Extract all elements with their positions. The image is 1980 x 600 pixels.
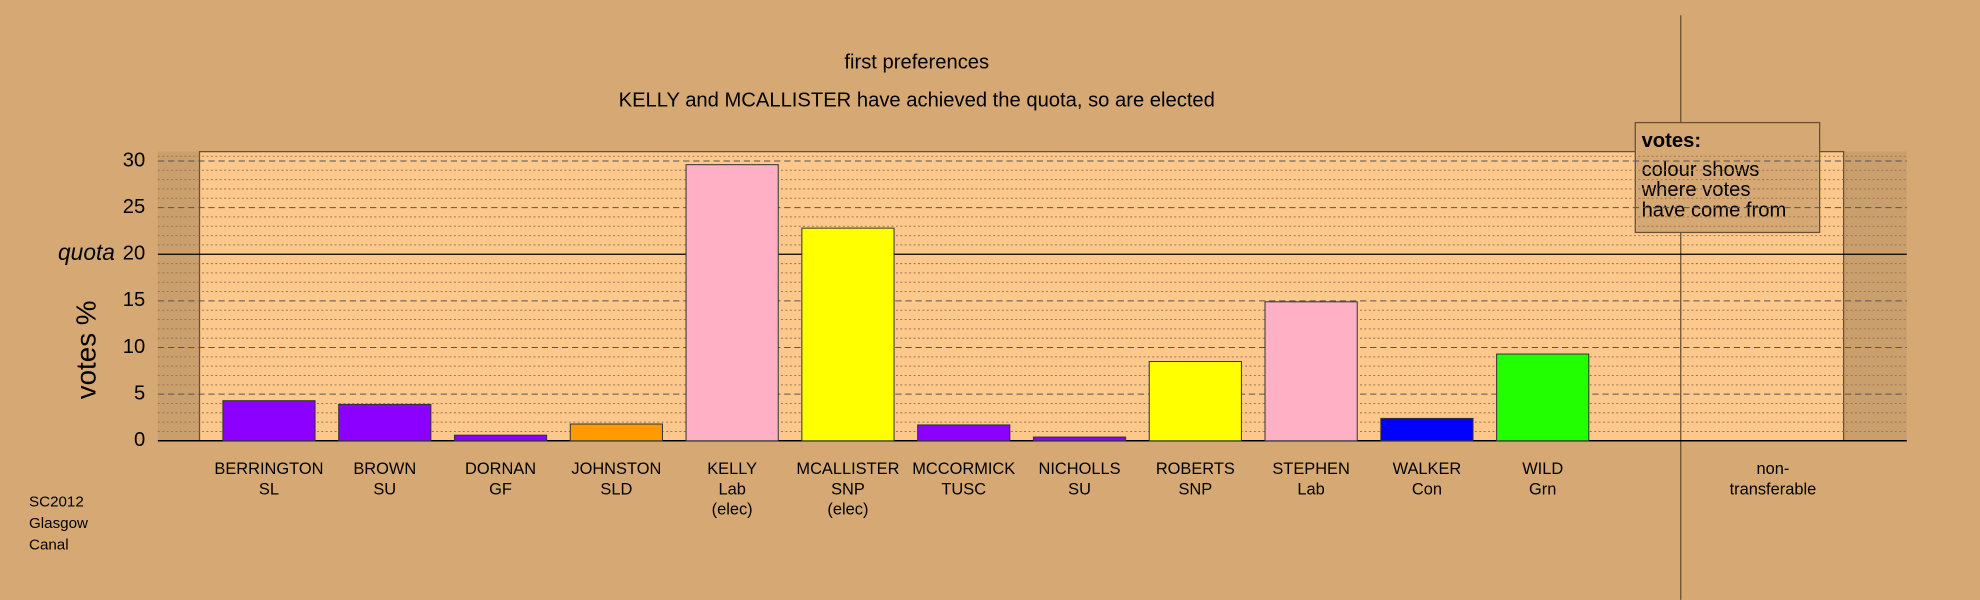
footer-text: Glasgow: [29, 515, 88, 532]
bar: [917, 424, 1011, 442]
x-tick-label: STEPHEN: [1272, 460, 1349, 478]
bar: [801, 227, 895, 442]
bar: [1380, 417, 1474, 442]
x-tick-label: SU: [1068, 480, 1091, 498]
bar: [1496, 353, 1590, 442]
y-tick-label: 15: [123, 289, 145, 311]
legend-box: [1634, 121, 1821, 234]
x-tick-label: WILD: [1522, 460, 1563, 478]
x-tick-label: JOHNSTON: [571, 460, 661, 478]
bar: [569, 423, 663, 442]
x-tick-label: GF: [489, 480, 512, 498]
x-tick-label: DORNAN: [465, 460, 536, 478]
y-tick-label: 30: [123, 149, 145, 171]
bar: [685, 164, 779, 442]
bar: [1032, 436, 1127, 442]
legend-text: have come from: [1642, 199, 1787, 221]
x-tick-label: Lab: [1297, 480, 1324, 498]
x-tick-label: SNP: [1178, 480, 1212, 498]
bar: [453, 434, 548, 442]
x-tick-label: (elec): [712, 501, 753, 519]
x-tick-label: SNP: [831, 480, 865, 498]
x-tick-label: NICHOLLS: [1038, 460, 1120, 478]
x-tick-label: WALKER: [1393, 460, 1462, 478]
plot-area: [198, 150, 1845, 442]
x-tick-label: Lab: [718, 480, 745, 498]
x-tick-label: MCCORMICK: [912, 460, 1015, 478]
x-tick-label: non-: [1756, 460, 1789, 478]
y-tick-label: 25: [123, 196, 145, 218]
footer-text: SC2012: [29, 494, 84, 511]
legend-title: votes:: [1642, 130, 1701, 152]
footer-text: Canal: [29, 537, 69, 554]
x-tick-label: SL: [259, 480, 279, 498]
legend: votes: colour shows where votes have com…: [1634, 121, 1821, 234]
x-tick-label: SLD: [600, 480, 632, 498]
chart-subtitle: KELLY and MCALLISTER have achieved the q…: [619, 89, 1215, 111]
x-tick-label: BROWN: [353, 460, 416, 478]
y-tick-label: 10: [123, 336, 145, 358]
x-tick-label: SU: [373, 480, 396, 498]
x-tick-label: MCALLISTER: [796, 460, 899, 478]
bar: [1148, 361, 1242, 442]
x-tick-label: BERRINGTON: [214, 460, 323, 478]
chart-title: first preferences: [844, 52, 989, 74]
y-tick-label: 5: [134, 383, 145, 405]
quota-label: quota: [58, 239, 115, 265]
x-tick-label: Grn: [1529, 480, 1556, 498]
x-tick-label: (elec): [827, 501, 868, 519]
bar: [222, 400, 316, 442]
x-tick-label: transferable: [1730, 480, 1817, 498]
x-tick-label: ROBERTS: [1156, 460, 1235, 478]
legend-text: where votes: [1641, 179, 1751, 201]
x-tick-label: Con: [1412, 480, 1442, 498]
y-tick-label: 0: [134, 429, 145, 451]
y-tick-label: 20: [123, 243, 145, 265]
bar: [338, 403, 432, 442]
y-axis-label: votes %: [71, 300, 102, 399]
bar: [1264, 301, 1358, 442]
x-tick-label: TUSC: [941, 480, 986, 498]
x-tick-label: KELLY: [707, 460, 757, 478]
